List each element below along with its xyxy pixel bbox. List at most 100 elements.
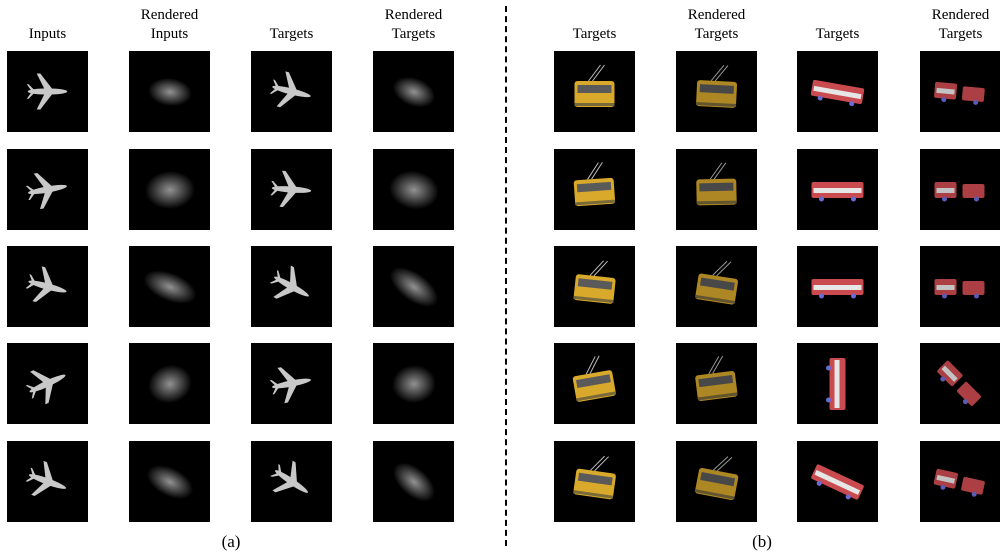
column-header-line1: Rendered bbox=[384, 7, 443, 23]
column-header: Rendered Targets bbox=[906, 6, 1000, 44]
image-cell bbox=[129, 441, 210, 522]
image-cell bbox=[129, 149, 210, 230]
plane-image bbox=[269, 367, 311, 404]
image-cell bbox=[920, 51, 1000, 132]
blob-image bbox=[143, 270, 197, 304]
image-cell bbox=[373, 246, 454, 327]
blob-image bbox=[392, 76, 436, 108]
red-bus-image bbox=[826, 358, 846, 410]
red-bus-image bbox=[811, 182, 864, 202]
trolleybus-render-image bbox=[695, 355, 738, 402]
image-cell bbox=[920, 343, 1000, 424]
image-cell bbox=[676, 441, 757, 522]
column-header-line1 bbox=[783, 6, 893, 25]
image-cell bbox=[797, 343, 878, 424]
column-header: Rendered Targets bbox=[359, 6, 469, 44]
caption-b: (b) bbox=[752, 532, 772, 551]
plane-image bbox=[270, 170, 312, 207]
image-cell bbox=[251, 441, 332, 522]
column-header: Rendered Inputs bbox=[115, 6, 225, 44]
image-cell bbox=[251, 51, 332, 132]
red-bus-render-image bbox=[937, 360, 981, 406]
trolleybus-image bbox=[574, 64, 615, 107]
image-cell bbox=[676, 51, 757, 132]
plane-image bbox=[270, 460, 309, 493]
trolleybus-image bbox=[573, 455, 616, 500]
image-cell bbox=[373, 51, 454, 132]
column-header: Rendered Targets bbox=[662, 6, 772, 44]
plane-image bbox=[25, 370, 66, 405]
image-cell bbox=[129, 51, 210, 132]
column-header-line2: Targets bbox=[391, 26, 436, 42]
plane-image bbox=[25, 460, 67, 496]
column-header-line2: Inputs bbox=[28, 26, 67, 42]
image-cell bbox=[7, 51, 88, 132]
image-cell bbox=[251, 343, 332, 424]
column-header-line1 bbox=[237, 6, 347, 25]
blob-image bbox=[148, 77, 192, 107]
image-cell bbox=[373, 149, 454, 230]
red-bus-render-image bbox=[934, 81, 985, 105]
red-bus-image bbox=[811, 464, 864, 500]
image-cell bbox=[797, 441, 878, 522]
image-cell bbox=[7, 441, 88, 522]
trolleybus-image bbox=[572, 355, 617, 402]
image-cell bbox=[797, 51, 878, 132]
image-cell bbox=[129, 246, 210, 327]
column-header-line1 bbox=[0, 6, 103, 25]
column-header-line1: Rendered bbox=[687, 7, 746, 23]
trolleybus-render-image bbox=[694, 456, 739, 501]
column-header-line2: Targets bbox=[815, 26, 860, 42]
column-header: Targets bbox=[540, 6, 650, 44]
image-cell bbox=[554, 51, 635, 132]
plane-image bbox=[25, 173, 68, 210]
image-cell bbox=[920, 441, 1000, 522]
image-cell bbox=[797, 246, 878, 327]
image-cell bbox=[797, 149, 878, 230]
image-cell bbox=[129, 343, 210, 424]
column-header-line1 bbox=[540, 6, 650, 25]
blob-image bbox=[146, 465, 194, 499]
column-header: Inputs bbox=[0, 6, 103, 44]
image-cell bbox=[920, 246, 1000, 327]
panel-divider bbox=[505, 6, 507, 546]
column-header-line1: Rendered bbox=[140, 7, 199, 23]
image-cell bbox=[373, 343, 454, 424]
image-cell bbox=[554, 149, 635, 230]
blob-image bbox=[145, 170, 195, 210]
red-bus-render-image bbox=[934, 182, 985, 202]
column-header-line2: Targets bbox=[694, 26, 739, 42]
column-header-line1: Rendered bbox=[931, 7, 990, 23]
column-header: Targets bbox=[237, 6, 347, 44]
image-cell bbox=[373, 441, 454, 522]
plane-image bbox=[269, 265, 309, 299]
trolleybus-render-image bbox=[695, 65, 738, 108]
plane-image bbox=[25, 266, 67, 303]
image-cell bbox=[7, 149, 88, 230]
plane-image bbox=[26, 73, 68, 110]
image-cell bbox=[920, 149, 1000, 230]
blob-image bbox=[392, 364, 436, 404]
red-bus-image bbox=[810, 79, 865, 107]
blob-image bbox=[393, 462, 435, 502]
red-bus-render-image bbox=[934, 279, 985, 299]
caption-a: (a) bbox=[221, 532, 241, 551]
red-bus-render-image bbox=[933, 468, 985, 497]
column-header-line2: Inputs bbox=[150, 26, 189, 42]
image-cell bbox=[251, 246, 332, 327]
blob-image bbox=[389, 170, 439, 210]
image-cell bbox=[7, 246, 88, 327]
column-header-line2: Targets bbox=[572, 26, 617, 42]
column-header-line2: Targets bbox=[938, 26, 983, 42]
trolleybus-image bbox=[573, 162, 616, 207]
image-cell bbox=[676, 343, 757, 424]
image-cell bbox=[676, 246, 757, 327]
image-cell bbox=[251, 149, 332, 230]
blob-image bbox=[389, 267, 439, 307]
image-cell bbox=[554, 441, 635, 522]
blob-image bbox=[148, 364, 192, 404]
trolleybus-image bbox=[573, 260, 616, 304]
column-header: Targets bbox=[783, 6, 893, 44]
plane-image bbox=[269, 71, 311, 108]
trolleybus-render-image bbox=[696, 162, 737, 206]
